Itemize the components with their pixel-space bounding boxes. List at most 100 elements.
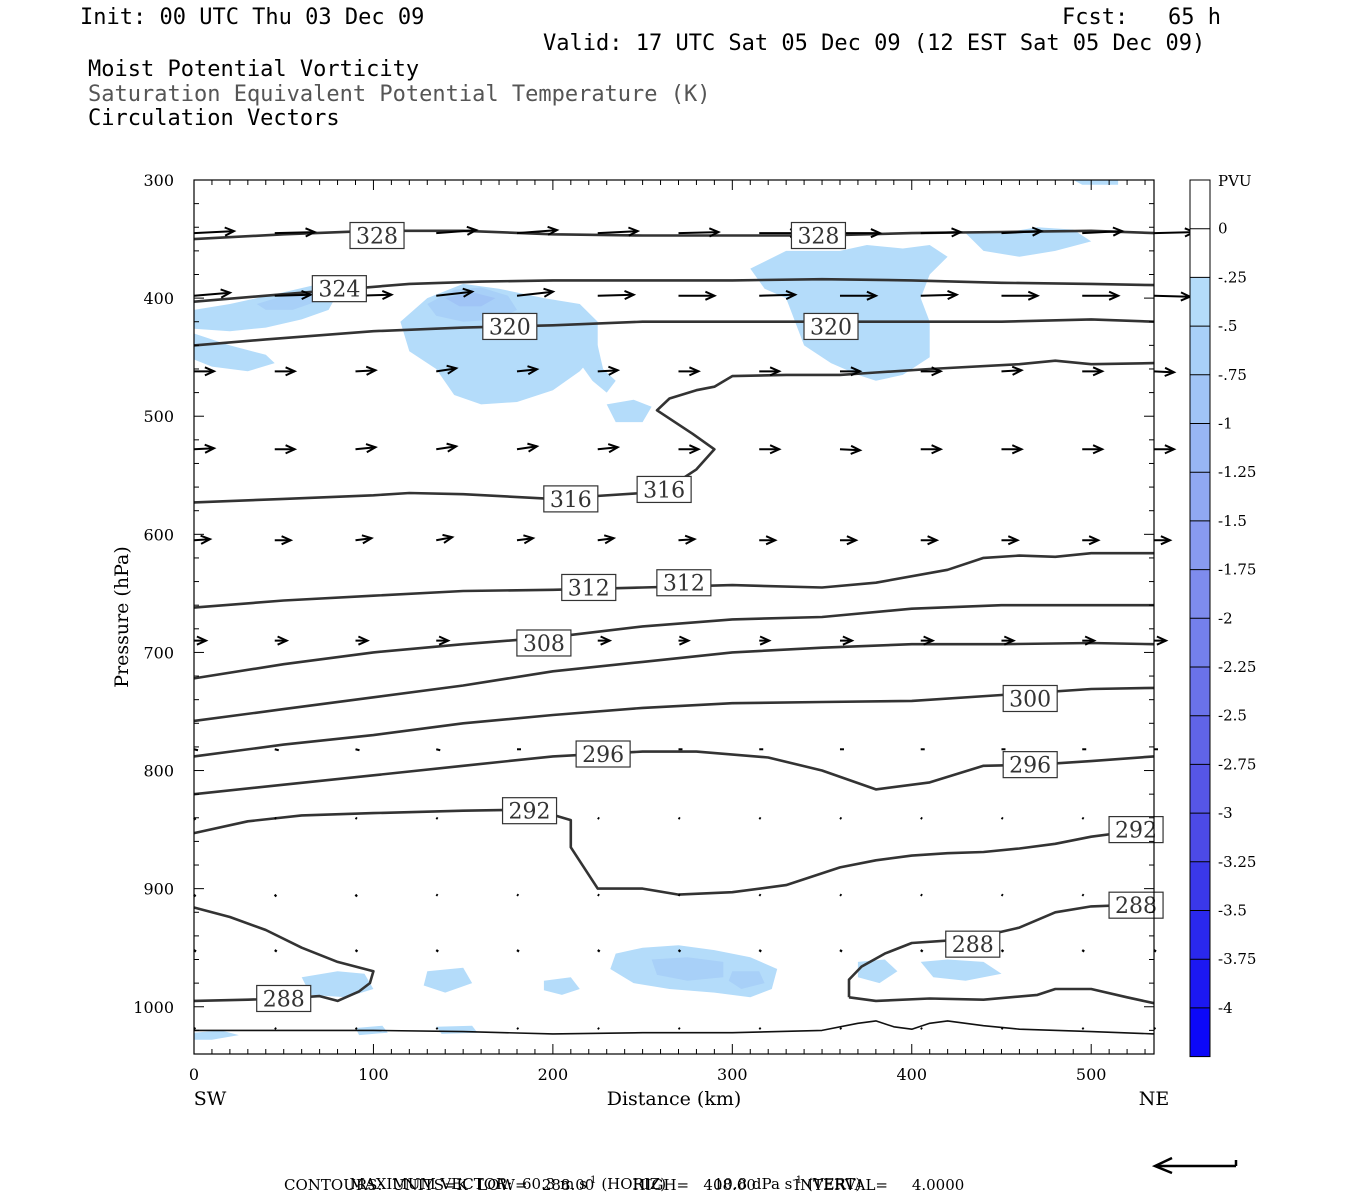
vector-head	[759, 635, 772, 646]
vector-840-2	[354, 816, 358, 820]
vector-head	[628, 226, 641, 237]
vector-shaft	[355, 369, 376, 373]
vector-dot	[839, 893, 843, 897]
vector-345-6	[678, 227, 721, 238]
vector-head	[931, 444, 944, 455]
vector-905-10	[1000, 893, 1004, 897]
vector-shaft	[1001, 369, 1022, 373]
vector-shaft	[516, 537, 534, 542]
vector-905-9	[920, 893, 923, 897]
vector-head	[1160, 535, 1173, 546]
vector-head	[305, 227, 318, 238]
contour-label-box	[256, 984, 312, 1013]
vector-head	[1011, 444, 1024, 455]
vector-dot	[435, 949, 439, 953]
vector-690-0	[194, 635, 209, 646]
vector-398-9	[920, 289, 960, 300]
contour-label-text: 288	[1115, 894, 1157, 919]
vector-398-5	[597, 289, 637, 300]
vector-dot	[920, 1027, 923, 1030]
contour-label-296-0: 296	[575, 740, 631, 768]
vector-head	[547, 225, 560, 236]
max-vector-line: MAXIMUM VECTOR: 60.3 m s-1 (HORIZ) 10.8 …	[349, 1175, 862, 1193]
vector-dot	[839, 816, 843, 820]
vector-head	[442, 533, 455, 544]
vector-shaft	[597, 446, 618, 451]
vector-dot	[758, 949, 762, 953]
vector-shaft	[193, 291, 231, 297]
vector-head	[947, 289, 960, 300]
vector-dot	[1000, 1027, 1004, 1030]
vector-952-11	[1081, 949, 1085, 953]
vector-head	[1031, 226, 1044, 237]
vector-head	[607, 443, 621, 454]
vector-head	[462, 287, 475, 298]
vector-605-10	[1001, 535, 1020, 546]
vector-1018-11	[1081, 1027, 1085, 1030]
colorbar-swatch-14	[1190, 861, 1210, 911]
pv-region-17	[857, 959, 898, 984]
vector-528-12	[1154, 444, 1177, 455]
colorbar-swatch-3	[1190, 326, 1210, 375]
vector-462-8	[839, 366, 863, 377]
vector-952-3	[435, 949, 439, 953]
x-axis-label: Distance (km)	[607, 1088, 742, 1110]
vector-head	[931, 366, 944, 377]
vector-shaft	[436, 229, 477, 235]
vector-dot	[597, 893, 600, 897]
vector-905-6	[677, 893, 681, 897]
vector-dot	[597, 1027, 600, 1030]
contour-label-box	[482, 312, 538, 341]
contour-292-9	[193, 808, 1155, 896]
vector-head	[684, 534, 697, 545]
contour-label-296-1: 296	[1002, 751, 1058, 779]
contour-304-6	[193, 641, 1155, 723]
colorbar-label-6: -1.5	[1218, 512, 1247, 530]
colorbar-label-3: -.75	[1218, 366, 1247, 384]
vector-dot	[354, 949, 359, 953]
vector-398-6	[678, 290, 717, 301]
vector-dot	[354, 893, 358, 898]
contour-label-box	[501, 797, 558, 825]
vector-head	[381, 289, 394, 300]
pv-region-7	[606, 399, 652, 423]
vector-905-2	[354, 893, 358, 898]
vector-dot	[758, 816, 762, 820]
pv-region-12	[423, 967, 473, 993]
vector-head	[769, 444, 782, 455]
contour-label-box	[1002, 684, 1058, 713]
vector-dot	[920, 816, 923, 820]
colorbar-label-11: -2.75	[1218, 755, 1256, 773]
vector-345-12	[1153, 227, 1197, 238]
vector-head	[708, 227, 721, 238]
contour-label-box	[1002, 751, 1058, 779]
pv-region-15	[651, 957, 724, 981]
vector-shaft	[839, 448, 861, 452]
contour-label-text: 300	[1009, 687, 1051, 712]
contour-label-text: 292	[509, 800, 551, 825]
vector-1018-8	[839, 1027, 843, 1030]
vector-462-9	[920, 366, 944, 377]
vector-dot	[1081, 816, 1085, 820]
colorbar-label-8: -2	[1218, 609, 1233, 627]
vector-head	[1011, 365, 1024, 376]
sw-label: SW	[194, 1088, 227, 1110]
vector-605-0	[193, 534, 213, 545]
colorbar-swatch-8	[1190, 569, 1210, 619]
y-tick-label-900: 900	[143, 880, 174, 899]
vector-605-8	[839, 535, 859, 546]
contour-label-text: 312	[663, 572, 705, 597]
vector-head	[446, 364, 459, 375]
vector-905-5	[597, 893, 600, 897]
vector-shaft	[274, 231, 315, 235]
vector-398-10	[1001, 290, 1040, 301]
vector-head	[523, 534, 536, 545]
vector-dot	[758, 1027, 762, 1030]
vector-528-9	[920, 444, 944, 455]
vector-head	[603, 534, 617, 545]
contour-label-312-0: 312	[561, 573, 617, 601]
init-time: Init: 00 UTC Thu 03 Dec 09	[80, 5, 425, 30]
colorbar-swatch-17	[1190, 1007, 1210, 1057]
vector-690-1	[274, 635, 290, 646]
vector-398-11	[1082, 290, 1121, 301]
